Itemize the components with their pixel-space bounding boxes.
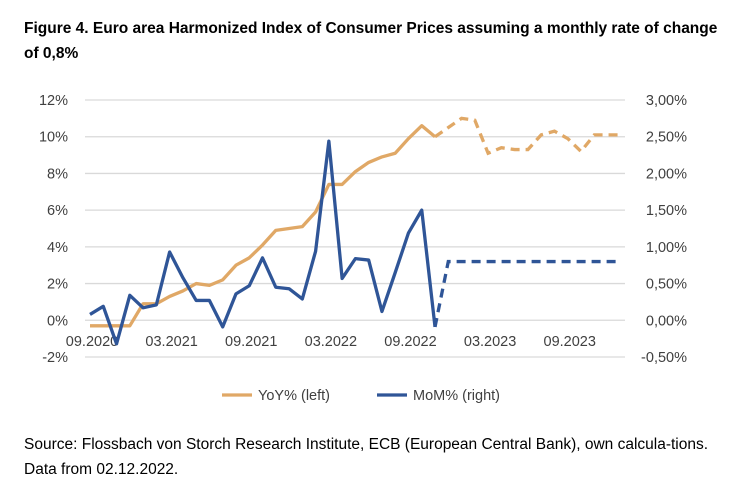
mom-line-actual [89,139,437,346]
x-tick-label: 09.2020 [66,334,118,350]
y-right-tick-label: -0,50% [641,350,687,366]
y-right-tick-label: 1,00% [646,240,687,256]
legend-label: YoY% (left) [258,388,330,404]
x-tick-label: 03.2021 [145,334,197,350]
y-left-tick-label: -2% [42,350,68,366]
x-tick-label: 03.2022 [305,334,357,350]
y-left-tick-label: 0% [47,313,68,329]
y-left-tick-label: 8% [47,166,68,182]
y-right-tick-label: 3,00% [646,93,687,109]
chart: -2% 0% 2% 4% 6% 8% 10% 12% -0,50% 0,00% 0,50% 1,00%… [39,93,687,404]
source-note: Source: Flossbach von Storch Research In… [24,436,709,478]
mom-line-projection [433,259,621,328]
y-left-tick-label: 4% [47,240,68,256]
x-tick-label: 09.2023 [544,334,596,350]
x-tick-label: 09.2022 [384,334,436,350]
x-tick-label: 03.2023 [464,334,516,350]
y-right-tick-label: 0,50% [646,277,687,293]
yoy-line-actual [90,124,437,328]
y-right-tick-label: 2,00% [646,166,687,182]
y-left-tick-label: 12% [39,93,68,109]
y-right-tick-label: 2,50% [646,130,687,146]
y-left-tick-label: 2% [47,277,68,293]
y-left-tick-label: 10% [39,130,68,146]
y-right-tick-label: 1,50% [646,203,687,219]
y-left-tick-label: 6% [47,203,68,219]
yoy-line-projection [434,116,621,156]
y-right-tick-label: 0,00% [646,313,687,329]
figure-title: Figure 4. Euro area Harmonized Index of … [24,20,718,62]
legend-label: MoM% (right) [413,388,500,404]
x-tick-label: 09.2021 [225,334,277,350]
